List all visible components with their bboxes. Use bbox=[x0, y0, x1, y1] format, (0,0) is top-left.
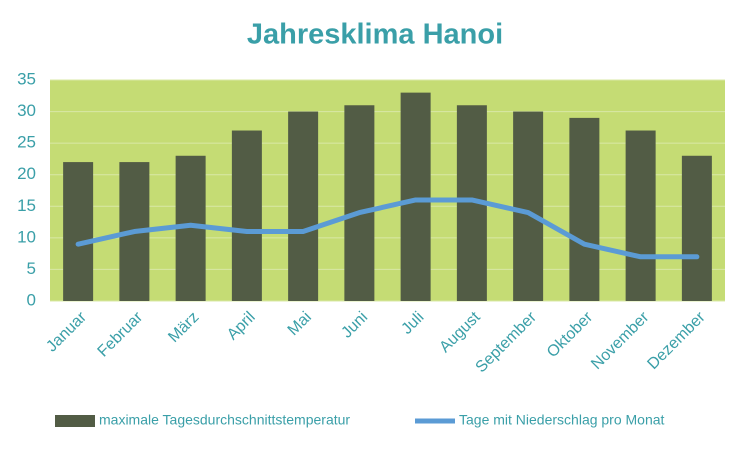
x-tick-label: März bbox=[165, 309, 202, 346]
plot-area bbox=[50, 80, 725, 301]
x-tick-label: November bbox=[588, 308, 653, 373]
legend-swatch bbox=[55, 415, 95, 427]
bar bbox=[231, 130, 262, 301]
x-tick-label: Juni bbox=[338, 309, 371, 342]
y-tick-label: 10 bbox=[17, 227, 36, 246]
legend-label: Tage mit Niederschlag pro Monat bbox=[459, 412, 665, 428]
y-tick-label: 0 bbox=[27, 290, 36, 309]
x-tick-label: August bbox=[436, 308, 484, 356]
bar bbox=[344, 105, 375, 301]
bar bbox=[569, 117, 600, 301]
y-tick-label: 20 bbox=[17, 164, 36, 183]
bar bbox=[288, 111, 319, 301]
chart-title: Jahresklima Hanoi bbox=[247, 19, 503, 51]
x-tick-label: April bbox=[224, 309, 259, 344]
y-tick-label: 25 bbox=[17, 133, 36, 152]
bar bbox=[513, 111, 544, 301]
x-tick-label: Mai bbox=[285, 309, 315, 339]
x-tick-label: Februar bbox=[95, 308, 147, 360]
y-tick-label: 30 bbox=[17, 101, 36, 120]
bar bbox=[681, 155, 712, 301]
x-tick-label: Januar bbox=[43, 308, 90, 355]
x-tick-label: September bbox=[473, 308, 541, 376]
x-tick-label: Juli bbox=[398, 309, 427, 338]
bar bbox=[63, 162, 94, 301]
x-tick-label: Oktober bbox=[544, 308, 597, 361]
line bbox=[75, 197, 700, 260]
y-tick-label: 35 bbox=[17, 69, 36, 88]
bar bbox=[400, 92, 431, 301]
x-tick-label: Dezember bbox=[644, 308, 709, 373]
legend-label: maximale Tagesdurchschnittstemperatur bbox=[99, 412, 350, 428]
y-tick-label: 5 bbox=[27, 259, 36, 278]
y-tick-label: 15 bbox=[17, 196, 36, 215]
bar bbox=[625, 130, 656, 301]
